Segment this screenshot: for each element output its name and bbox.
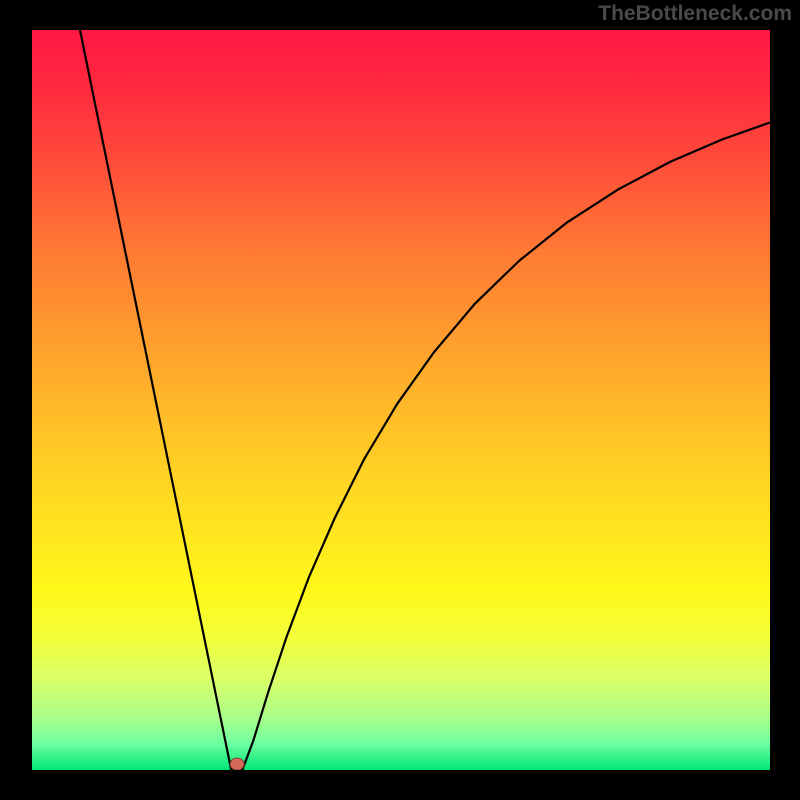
watermark-text: TheBottleneck.com bbox=[598, 2, 792, 26]
minimum-marker bbox=[230, 758, 244, 770]
plot-area bbox=[32, 30, 770, 770]
right-branch-curve bbox=[242, 123, 770, 771]
curve-layer bbox=[32, 30, 770, 770]
chart-container: TheBottleneck.com bbox=[0, 0, 800, 800]
left-branch-line bbox=[80, 30, 231, 770]
